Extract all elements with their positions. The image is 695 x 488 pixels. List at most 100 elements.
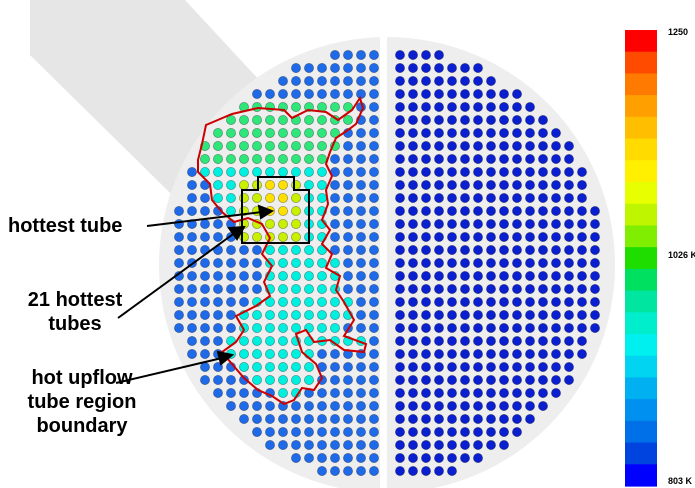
tube xyxy=(238,127,249,138)
tube xyxy=(551,348,562,359)
tube xyxy=(316,426,327,437)
tube xyxy=(433,166,444,177)
tube xyxy=(316,153,327,164)
boundary-label-line-1: hot upflow xyxy=(31,367,133,389)
tube xyxy=(538,166,549,177)
tube xyxy=(538,400,549,411)
tube xyxy=(433,244,444,255)
tube xyxy=(525,387,536,398)
tube xyxy=(342,179,353,190)
tube xyxy=(355,361,366,372)
tube xyxy=(290,374,301,385)
tube xyxy=(446,309,457,320)
tube xyxy=(551,361,562,372)
tube xyxy=(303,166,314,177)
tube xyxy=(472,426,483,437)
tube xyxy=(420,452,431,463)
tube xyxy=(355,140,366,151)
tube xyxy=(498,257,509,268)
tube xyxy=(459,140,470,151)
tube xyxy=(512,166,523,177)
hottest-21-boundary xyxy=(241,176,310,244)
tube xyxy=(433,127,444,138)
tube xyxy=(186,205,197,216)
tube xyxy=(303,115,314,126)
tube xyxy=(577,231,588,242)
tube xyxy=(485,257,496,268)
tube xyxy=(485,374,496,385)
tube xyxy=(525,205,536,216)
tube xyxy=(368,335,379,346)
tube xyxy=(368,140,379,151)
tube xyxy=(446,115,457,126)
tube xyxy=(512,89,523,100)
tube xyxy=(264,192,275,203)
tube xyxy=(342,76,353,87)
tube xyxy=(264,127,275,138)
tube xyxy=(355,257,366,268)
tube xyxy=(446,413,457,424)
tube xyxy=(433,63,444,74)
tube xyxy=(303,400,314,411)
tube xyxy=(212,231,223,242)
tube xyxy=(420,231,431,242)
tube xyxy=(577,322,588,333)
tube xyxy=(290,192,301,203)
tube xyxy=(355,400,366,411)
tube xyxy=(420,50,431,61)
tube xyxy=(512,218,523,229)
tube xyxy=(238,153,249,164)
tube xyxy=(577,270,588,281)
tube xyxy=(433,413,444,424)
tube xyxy=(512,387,523,398)
tube xyxy=(459,115,470,126)
tube xyxy=(316,400,327,411)
tube xyxy=(525,361,536,372)
tube xyxy=(459,348,470,359)
tube xyxy=(394,413,405,424)
tube xyxy=(225,387,236,398)
tube xyxy=(433,309,444,320)
tube xyxy=(355,244,366,255)
tube xyxy=(564,140,575,151)
tube xyxy=(303,439,314,450)
tube xyxy=(407,218,418,229)
tube xyxy=(186,348,197,359)
tube xyxy=(577,166,588,177)
tube xyxy=(485,89,496,100)
tube xyxy=(446,89,457,100)
tube xyxy=(251,102,262,113)
tube xyxy=(472,348,483,359)
tube xyxy=(290,127,301,138)
tube xyxy=(564,335,575,346)
tube xyxy=(472,179,483,190)
tube xyxy=(577,283,588,294)
tube xyxy=(485,218,496,229)
tube xyxy=(538,115,549,126)
tube xyxy=(485,413,496,424)
tube xyxy=(538,283,549,294)
tube xyxy=(368,465,379,476)
tube xyxy=(316,179,327,190)
tube xyxy=(446,140,457,151)
tube xyxy=(538,179,549,190)
tube xyxy=(238,115,249,126)
tube xyxy=(420,63,431,74)
tube xyxy=(199,322,210,333)
tube xyxy=(251,309,262,320)
tube xyxy=(407,63,418,74)
tube xyxy=(290,270,301,281)
tube xyxy=(433,374,444,385)
tube xyxy=(368,218,379,229)
tube xyxy=(433,270,444,281)
tube xyxy=(512,115,523,126)
tube xyxy=(225,374,236,385)
tube xyxy=(329,296,340,307)
tube xyxy=(355,63,366,74)
tube xyxy=(316,283,327,294)
tube xyxy=(264,400,275,411)
tube xyxy=(407,361,418,372)
tube xyxy=(407,465,418,476)
tube xyxy=(407,348,418,359)
tube xyxy=(538,257,549,268)
